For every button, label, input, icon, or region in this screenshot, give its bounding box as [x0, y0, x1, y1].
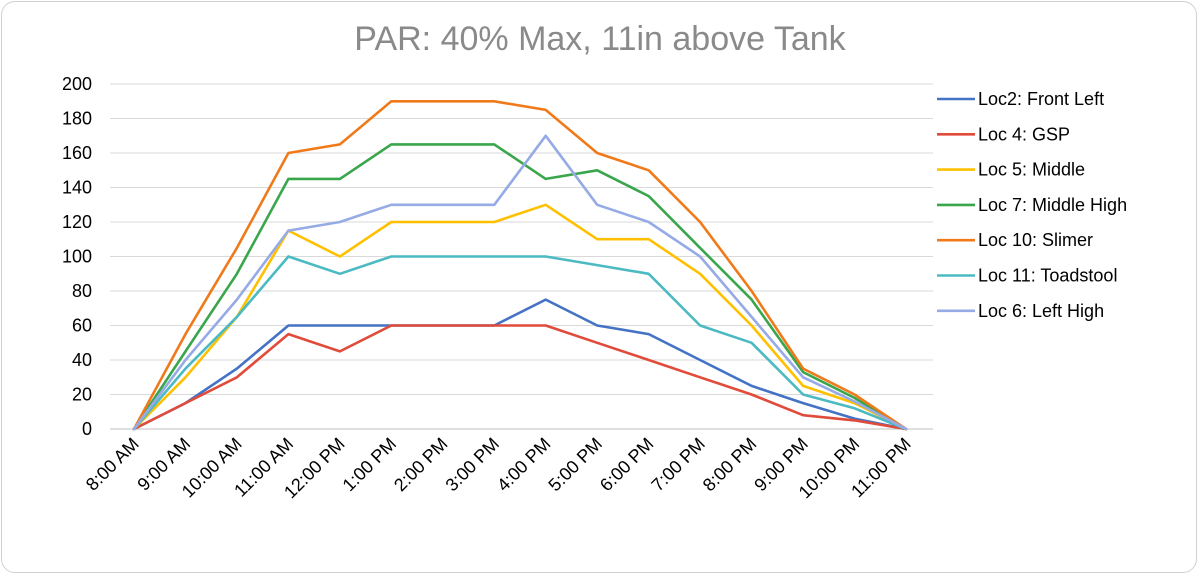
legend-label: Loc 4: GSP: [978, 124, 1070, 144]
series-lines: [132, 100, 908, 431]
legend-label: Loc 5: Middle: [978, 160, 1085, 180]
x-tick-label: 1:00 PM: [339, 434, 401, 496]
y-tick-label: 100: [62, 247, 92, 267]
x-tick-label: 6:00 PM: [596, 434, 658, 496]
x-tick-label: 4:00 PM: [493, 434, 555, 496]
series-line-7: [132, 134, 908, 431]
series-line-3: [132, 203, 908, 431]
chart-title: PAR: 40% Max, 11in above Tank: [354, 20, 846, 58]
legend-label: Loc2: Front Left: [978, 89, 1104, 109]
y-tick-label: 60: [72, 316, 92, 336]
y-tick-label: 140: [62, 178, 92, 198]
legend-label: Loc 6: Left High: [978, 301, 1104, 321]
x-tick-label: 5:00 PM: [544, 434, 606, 496]
y-tick-label: 120: [62, 212, 92, 232]
y-axis-ticks: 0 20 40 60 80 100 120 140 160 180 200: [62, 74, 92, 439]
y-tick-label: 180: [62, 109, 92, 129]
legend-label: Loc 10: Slimer: [978, 230, 1093, 250]
series-line-4: [132, 143, 908, 431]
series-line-6: [132, 255, 908, 431]
series-line-5: [132, 100, 908, 431]
series-line-1: [132, 298, 908, 431]
x-tick-label: 7:00 PM: [647, 434, 709, 496]
legend: Loc2: Front Left Loc 4: GSP Loc 5: Middle L…: [937, 89, 1127, 321]
y-tick-label: 40: [72, 350, 92, 370]
x-tick-label: 2:00 PM: [390, 434, 452, 496]
series-line-2: [132, 324, 908, 431]
legend-label: Loc 7: Middle High: [978, 195, 1127, 215]
y-tick-label: 80: [72, 281, 92, 301]
x-tick-label: 3:00 PM: [442, 434, 504, 496]
x-tick-label: 8:00 AM: [82, 434, 143, 495]
y-gridlines: [110, 83, 933, 395]
y-tick-label: 0: [82, 419, 92, 439]
y-tick-label: 20: [72, 385, 92, 405]
x-tick-label: 8:00 PM: [699, 434, 761, 496]
legend-label: Loc 11: Toadstool: [978, 266, 1117, 286]
y-tick-label: 200: [62, 74, 92, 94]
y-tick-label: 160: [62, 143, 92, 163]
